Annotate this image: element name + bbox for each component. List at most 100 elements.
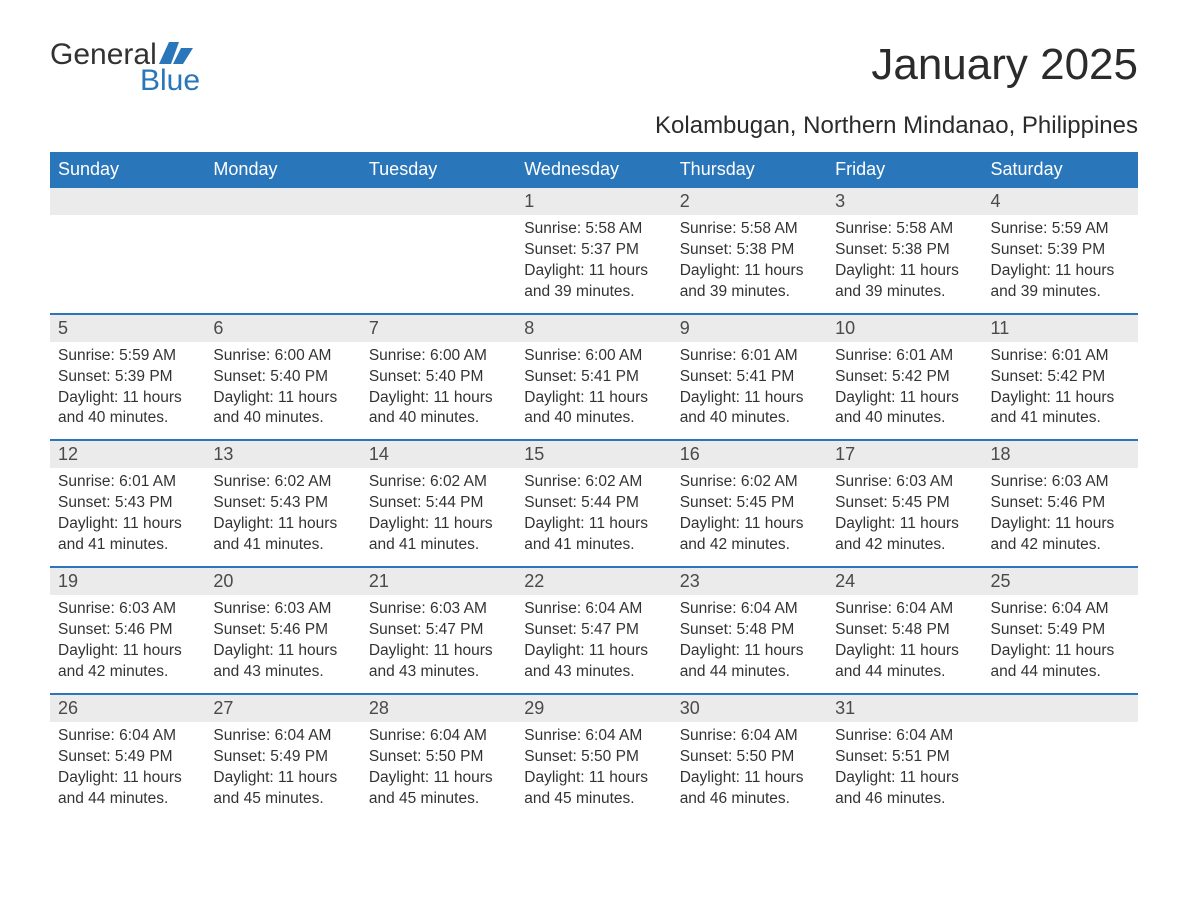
day-daylight-line1: Daylight: 11 hours: [524, 641, 663, 662]
day-daylight-line1: Daylight: 11 hours: [991, 514, 1130, 535]
day-sunset: Sunset: 5:41 PM: [680, 367, 819, 388]
day-daylight-line1: Daylight: 11 hours: [835, 641, 974, 662]
day-number: 15: [516, 441, 671, 468]
day-number-empty: [205, 188, 360, 215]
day-daylight-line2: and 43 minutes.: [369, 662, 508, 683]
calendar-day-cell: 11Sunrise: 6:01 AMSunset: 5:42 PMDayligh…: [983, 315, 1138, 440]
day-sunset: Sunset: 5:48 PM: [835, 620, 974, 641]
day-daylight-line2: and 42 minutes.: [835, 535, 974, 556]
day-daylight-line2: and 44 minutes.: [991, 662, 1130, 683]
day-number: 3: [827, 188, 982, 215]
day-body: Sunrise: 6:02 AMSunset: 5:43 PMDaylight:…: [205, 468, 360, 566]
day-body: Sunrise: 6:02 AMSunset: 5:44 PMDaylight:…: [516, 468, 671, 566]
calendar-week-row: 5Sunrise: 5:59 AMSunset: 5:39 PMDaylight…: [50, 313, 1138, 440]
day-number: 19: [50, 568, 205, 595]
day-sunset: Sunset: 5:38 PM: [680, 240, 819, 261]
calendar-day-cell: 21Sunrise: 6:03 AMSunset: 5:47 PMDayligh…: [361, 568, 516, 693]
day-daylight-line2: and 45 minutes.: [213, 789, 352, 810]
day-daylight-line1: Daylight: 11 hours: [835, 768, 974, 789]
day-body: Sunrise: 6:03 AMSunset: 5:46 PMDaylight:…: [983, 468, 1138, 566]
day-body: Sunrise: 6:04 AMSunset: 5:50 PMDaylight:…: [516, 722, 671, 820]
weekday-header-cell: Sunday: [50, 154, 205, 186]
day-body: Sunrise: 6:04 AMSunset: 5:49 PMDaylight:…: [983, 595, 1138, 693]
calendar-day-cell: 6Sunrise: 6:00 AMSunset: 5:40 PMDaylight…: [205, 315, 360, 440]
weekday-header-cell: Thursday: [672, 154, 827, 186]
day-body: Sunrise: 6:00 AMSunset: 5:40 PMDaylight:…: [205, 342, 360, 440]
day-number-empty: [50, 188, 205, 215]
day-sunset: Sunset: 5:45 PM: [835, 493, 974, 514]
day-daylight-line2: and 39 minutes.: [991, 282, 1130, 303]
day-daylight-line2: and 43 minutes.: [524, 662, 663, 683]
day-sunset: Sunset: 5:49 PM: [213, 747, 352, 768]
day-sunset: Sunset: 5:49 PM: [58, 747, 197, 768]
day-body: Sunrise: 6:01 AMSunset: 5:42 PMDaylight:…: [827, 342, 982, 440]
day-daylight-line1: Daylight: 11 hours: [213, 514, 352, 535]
calendar-empty-cell: [983, 695, 1138, 820]
day-daylight-line2: and 45 minutes.: [524, 789, 663, 810]
calendar-day-cell: 4Sunrise: 5:59 AMSunset: 5:39 PMDaylight…: [983, 188, 1138, 313]
day-daylight-line1: Daylight: 11 hours: [680, 388, 819, 409]
day-body: Sunrise: 6:02 AMSunset: 5:44 PMDaylight:…: [361, 468, 516, 566]
day-daylight-line2: and 43 minutes.: [213, 662, 352, 683]
day-daylight-line1: Daylight: 11 hours: [680, 768, 819, 789]
day-daylight-line2: and 39 minutes.: [524, 282, 663, 303]
day-sunrise: Sunrise: 6:01 AM: [835, 346, 974, 367]
calendar-empty-cell: [361, 188, 516, 313]
calendar-day-cell: 5Sunrise: 5:59 AMSunset: 5:39 PMDaylight…: [50, 315, 205, 440]
location-subtitle: Kolambugan, Northern Mindanao, Philippin…: [50, 112, 1138, 140]
day-daylight-line1: Daylight: 11 hours: [524, 514, 663, 535]
day-sunset: Sunset: 5:47 PM: [369, 620, 508, 641]
day-sunset: Sunset: 5:45 PM: [680, 493, 819, 514]
calendar-day-cell: 2Sunrise: 5:58 AMSunset: 5:38 PMDaylight…: [672, 188, 827, 313]
calendar-day-cell: 31Sunrise: 6:04 AMSunset: 5:51 PMDayligh…: [827, 695, 982, 820]
page-title: January 2025: [871, 40, 1138, 90]
day-daylight-line2: and 39 minutes.: [680, 282, 819, 303]
calendar-day-cell: 3Sunrise: 5:58 AMSunset: 5:38 PMDaylight…: [827, 188, 982, 313]
day-sunrise: Sunrise: 6:00 AM: [369, 346, 508, 367]
day-daylight-line2: and 44 minutes.: [58, 789, 197, 810]
calendar-grid: SundayMondayTuesdayWednesdayThursdayFrid…: [50, 152, 1138, 819]
day-sunset: Sunset: 5:37 PM: [524, 240, 663, 261]
day-daylight-line1: Daylight: 11 hours: [213, 641, 352, 662]
day-sunset: Sunset: 5:46 PM: [58, 620, 197, 641]
calendar-week-row: 1Sunrise: 5:58 AMSunset: 5:37 PMDaylight…: [50, 186, 1138, 313]
day-daylight-line1: Daylight: 11 hours: [991, 388, 1130, 409]
calendar-day-cell: 27Sunrise: 6:04 AMSunset: 5:49 PMDayligh…: [205, 695, 360, 820]
calendar-day-cell: 14Sunrise: 6:02 AMSunset: 5:44 PMDayligh…: [361, 441, 516, 566]
brand-logo: General Blue: [50, 40, 200, 96]
day-sunset: Sunset: 5:50 PM: [680, 747, 819, 768]
day-sunrise: Sunrise: 6:03 AM: [213, 599, 352, 620]
calendar-day-cell: 17Sunrise: 6:03 AMSunset: 5:45 PMDayligh…: [827, 441, 982, 566]
calendar-day-cell: 23Sunrise: 6:04 AMSunset: 5:48 PMDayligh…: [672, 568, 827, 693]
day-number: 31: [827, 695, 982, 722]
day-daylight-line1: Daylight: 11 hours: [680, 514, 819, 535]
calendar-day-cell: 1Sunrise: 5:58 AMSunset: 5:37 PMDaylight…: [516, 188, 671, 313]
day-sunset: Sunset: 5:46 PM: [213, 620, 352, 641]
day-daylight-line2: and 42 minutes.: [58, 662, 197, 683]
weekday-header-cell: Monday: [205, 154, 360, 186]
day-sunset: Sunset: 5:46 PM: [991, 493, 1130, 514]
day-number: 10: [827, 315, 982, 342]
day-sunset: Sunset: 5:40 PM: [213, 367, 352, 388]
day-number: 24: [827, 568, 982, 595]
day-daylight-line2: and 41 minutes.: [991, 408, 1130, 429]
day-sunrise: Sunrise: 6:03 AM: [991, 472, 1130, 493]
calendar-day-cell: 9Sunrise: 6:01 AMSunset: 5:41 PMDaylight…: [672, 315, 827, 440]
brand-word2: Blue: [140, 66, 200, 96]
day-daylight-line1: Daylight: 11 hours: [524, 261, 663, 282]
header-row: General Blue January 2025: [50, 40, 1138, 96]
day-number: 4: [983, 188, 1138, 215]
weekday-header-cell: Tuesday: [361, 154, 516, 186]
day-sunrise: Sunrise: 6:04 AM: [524, 599, 663, 620]
calendar-day-cell: 7Sunrise: 6:00 AMSunset: 5:40 PMDaylight…: [361, 315, 516, 440]
calendar-day-cell: 30Sunrise: 6:04 AMSunset: 5:50 PMDayligh…: [672, 695, 827, 820]
day-sunset: Sunset: 5:49 PM: [991, 620, 1130, 641]
day-sunrise: Sunrise: 5:58 AM: [680, 219, 819, 240]
day-body: Sunrise: 5:58 AMSunset: 5:37 PMDaylight:…: [516, 215, 671, 313]
day-daylight-line2: and 41 minutes.: [213, 535, 352, 556]
day-daylight-line2: and 44 minutes.: [680, 662, 819, 683]
calendar-day-cell: 8Sunrise: 6:00 AMSunset: 5:41 PMDaylight…: [516, 315, 671, 440]
day-body: Sunrise: 6:03 AMSunset: 5:47 PMDaylight:…: [361, 595, 516, 693]
day-body: Sunrise: 6:00 AMSunset: 5:41 PMDaylight:…: [516, 342, 671, 440]
day-number: 28: [361, 695, 516, 722]
